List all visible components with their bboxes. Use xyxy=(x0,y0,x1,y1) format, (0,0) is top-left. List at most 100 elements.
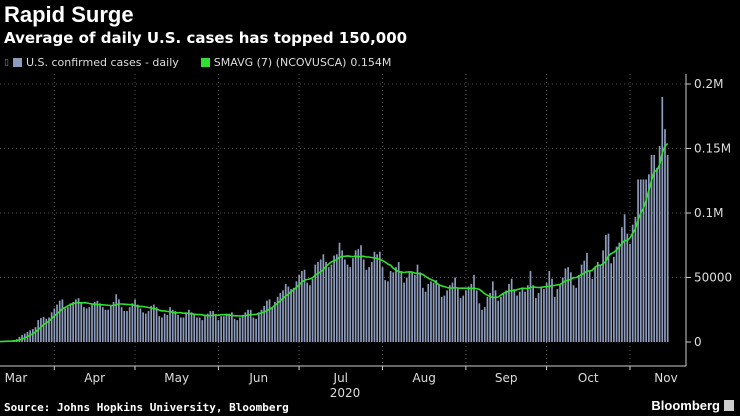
bar-daily-cases xyxy=(341,250,344,342)
bar-daily-cases xyxy=(642,179,645,342)
bar-daily-cases xyxy=(319,259,322,342)
bar-daily-cases xyxy=(413,274,416,342)
bar-daily-cases xyxy=(126,311,128,342)
bar-daily-cases xyxy=(171,309,174,342)
bar-daily-cases xyxy=(569,272,572,342)
x-tick-label: May xyxy=(164,371,189,385)
bar-daily-cases xyxy=(529,271,532,342)
bar-daily-cases xyxy=(239,317,241,342)
bar-daily-cases xyxy=(365,269,368,342)
bar-daily-cases xyxy=(438,285,440,342)
bar-daily-cases xyxy=(516,295,518,342)
bar-daily-cases xyxy=(282,290,284,342)
bar-daily-cases xyxy=(260,309,263,342)
y-tick-label: 0.1M xyxy=(694,206,723,220)
bar-daily-cases xyxy=(112,302,115,342)
bar-daily-cases xyxy=(101,307,104,342)
bar-daily-cases xyxy=(174,311,177,342)
bar-daily-cases xyxy=(604,234,607,342)
bar-daily-cases xyxy=(564,268,567,342)
bar-daily-cases xyxy=(551,278,553,342)
bar-daily-cases xyxy=(411,272,413,342)
bar-daily-cases xyxy=(465,290,467,342)
bar-daily-cases xyxy=(505,290,508,342)
bar-daily-cases xyxy=(486,296,489,342)
bar-daily-cases xyxy=(360,245,362,342)
bar-daily-cases xyxy=(255,318,257,342)
bar-daily-cases xyxy=(602,250,604,342)
bar-daily-cases xyxy=(206,313,209,342)
bar-daily-cases xyxy=(457,287,459,342)
bar-daily-cases xyxy=(532,285,535,342)
y-tick-label: 0.2M xyxy=(694,77,723,91)
legend-bar-icon: ▯ xyxy=(4,57,9,68)
bar-daily-cases xyxy=(613,256,615,342)
bar-daily-cases xyxy=(231,312,233,342)
bar-daily-cases xyxy=(443,295,446,342)
bar-daily-cases xyxy=(295,281,298,342)
bar-daily-cases xyxy=(77,298,80,342)
bar-daily-cases xyxy=(40,318,42,342)
bar-daily-cases xyxy=(166,314,169,342)
bar-daily-cases xyxy=(120,307,123,342)
bar-daily-cases xyxy=(93,302,96,342)
bar-daily-cases xyxy=(567,267,569,342)
bar-daily-cases xyxy=(58,300,61,342)
bar-daily-cases xyxy=(72,302,75,342)
bar-daily-cases xyxy=(537,292,540,342)
bar-daily-cases xyxy=(330,264,333,342)
bar-daily-cases xyxy=(440,296,443,342)
legend: ▯ U.S. confirmed cases - daily SMAVG (7)… xyxy=(4,56,391,69)
bar-daily-cases xyxy=(158,316,161,342)
bar-daily-cases xyxy=(139,308,142,342)
bar-daily-cases xyxy=(311,278,314,342)
bar-daily-cases xyxy=(85,308,88,342)
bar-daily-cases xyxy=(556,289,559,342)
bar-daily-cases xyxy=(131,303,134,342)
bar-daily-cases xyxy=(634,216,637,342)
bar-daily-cases xyxy=(666,154,669,342)
x-tick-label: Apr xyxy=(84,371,105,385)
bar-daily-cases xyxy=(209,311,212,342)
bar-daily-cases xyxy=(225,313,228,342)
bar-daily-cases xyxy=(161,317,163,342)
bar-daily-cases xyxy=(188,309,190,342)
bar-daily-cases xyxy=(66,307,69,342)
bar-daily-cases xyxy=(475,290,478,342)
bar-daily-cases xyxy=(653,154,656,342)
bar-daily-cases xyxy=(508,283,510,342)
bar-daily-cases xyxy=(607,233,610,342)
source-note: Source: Johns Hopkins University, Bloomb… xyxy=(4,401,289,414)
bar-daily-cases xyxy=(578,274,580,342)
bar-daily-cases xyxy=(658,145,661,342)
bar-daily-cases xyxy=(169,307,171,342)
x-tick-label: Sep xyxy=(495,371,518,385)
bar-daily-cases xyxy=(29,330,31,342)
bar-daily-cases xyxy=(454,277,457,342)
bar-daily-cases xyxy=(153,304,155,342)
bar-daily-cases xyxy=(136,304,139,342)
bar-daily-cases xyxy=(405,277,408,342)
bar-daily-cases xyxy=(451,282,454,342)
bar-daily-cases xyxy=(228,313,231,342)
bar-daily-cases xyxy=(521,287,524,342)
bar-daily-cases xyxy=(266,300,268,342)
y-tick-label: 0.15M xyxy=(694,142,731,156)
bar-daily-cases xyxy=(333,255,335,342)
bar-daily-cases xyxy=(389,271,392,342)
bar-daily-cases xyxy=(222,316,225,342)
bar-daily-cases xyxy=(387,281,389,342)
bar-daily-cases xyxy=(400,271,403,342)
bar-daily-cases xyxy=(196,317,198,342)
x-tick-label: Mar xyxy=(5,371,28,385)
bar-daily-cases xyxy=(91,304,93,342)
bar-daily-cases xyxy=(249,309,252,342)
bar-daily-cases xyxy=(335,254,338,342)
bar-daily-cases xyxy=(594,267,596,342)
bar-daily-cases xyxy=(626,233,629,342)
bar-daily-cases xyxy=(177,314,179,342)
bar-daily-cases xyxy=(357,249,360,342)
bar-daily-cases xyxy=(459,298,462,342)
bar-daily-cases xyxy=(179,317,182,342)
bar-daily-cases xyxy=(497,300,500,342)
